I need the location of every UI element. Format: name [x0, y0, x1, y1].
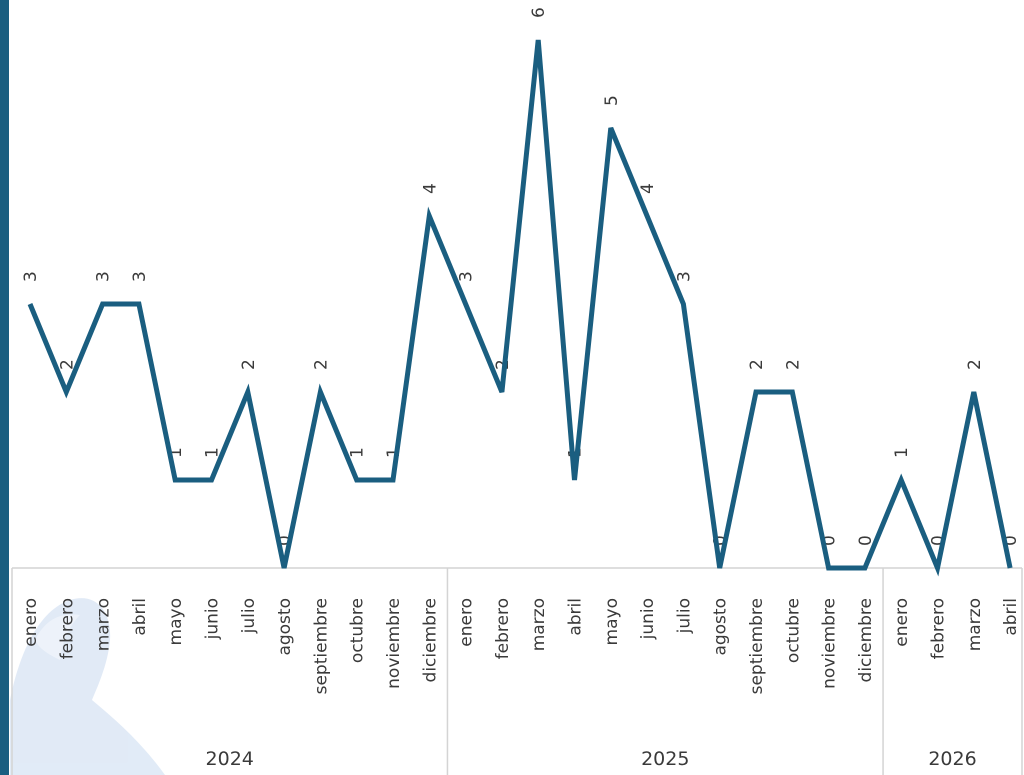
x-tick-label: diciembre [420, 598, 440, 682]
left-accent-bar [0, 0, 9, 775]
data-label: 1 [166, 447, 186, 458]
x-tick-label: febrero [929, 598, 949, 659]
watermark-logo [10, 598, 165, 775]
x-tick-label: febrero [493, 598, 513, 659]
x-tick-label: marzo [965, 598, 985, 651]
x-tick-label: mayo [166, 598, 186, 645]
x-tick-label: febrero [57, 598, 77, 659]
data-label: 1 [384, 447, 404, 458]
x-tick-label: enero [892, 598, 912, 647]
series-line [27, 39, 1013, 577]
x-axis: enero febrero marzo abril mayo junio julio agos… [11, 567, 1023, 775]
data-label: 2 [783, 359, 803, 370]
series-line-group [27, 39, 1013, 577]
x-tick-label: mayo [602, 598, 622, 645]
data-label: 2 [311, 359, 331, 370]
x-tick-label: noviembre [384, 598, 404, 689]
data-label: 0 [1001, 535, 1021, 546]
data-label: 2 [239, 359, 259, 370]
year-label: 2026 [928, 748, 976, 770]
data-label: 1 [348, 447, 368, 458]
data-label: 0 [711, 535, 731, 546]
year-label: 2025 [641, 748, 689, 770]
x-tick-label: enero [457, 598, 477, 647]
data-label: 2 [965, 359, 985, 370]
data-label: 3 [674, 271, 694, 282]
data-label: 2 [57, 359, 77, 370]
x-tick-label: junio [203, 598, 223, 640]
x-tick-label: septiembre [311, 598, 331, 694]
data-label: 4 [420, 183, 440, 194]
data-label: 0 [820, 535, 840, 546]
data-label: 0 [929, 535, 949, 546]
x-tick-label: octubre [348, 598, 368, 663]
data-label: 3 [130, 271, 150, 282]
x-tick-label: diciembre [856, 598, 876, 682]
data-label: 3 [94, 271, 114, 282]
data-label: 3 [457, 271, 477, 282]
data-label: 6 [529, 7, 549, 18]
data-label: 2 [747, 359, 767, 370]
x-tick-label: enero [21, 598, 41, 647]
x-tick-label: julio [674, 598, 694, 634]
x-tick-label: agosto [711, 598, 731, 656]
x-tick-label: agosto [275, 598, 295, 656]
data-label: 0 [275, 535, 295, 546]
x-tick-label: abril [1001, 598, 1021, 636]
data-label: 1 [892, 447, 912, 458]
data-label: 4 [638, 183, 658, 194]
x-tick-label: abril [130, 598, 150, 636]
x-tick-label: junio [638, 598, 658, 640]
x-tick-label: julio [239, 598, 259, 634]
data-label: 0 [856, 535, 876, 546]
x-tick-label: marzo [94, 598, 114, 651]
x-tick-label: abril [566, 598, 586, 636]
data-label: 3 [21, 271, 41, 282]
data-label: 1 [203, 447, 223, 458]
year-label: 2024 [206, 748, 254, 770]
data-label: 5 [602, 95, 622, 106]
x-tick-label: marzo [529, 598, 549, 651]
x-tick-label: octubre [783, 598, 803, 663]
x-tick-label: noviembre [820, 598, 840, 689]
x-tick-label: septiembre [747, 598, 767, 694]
